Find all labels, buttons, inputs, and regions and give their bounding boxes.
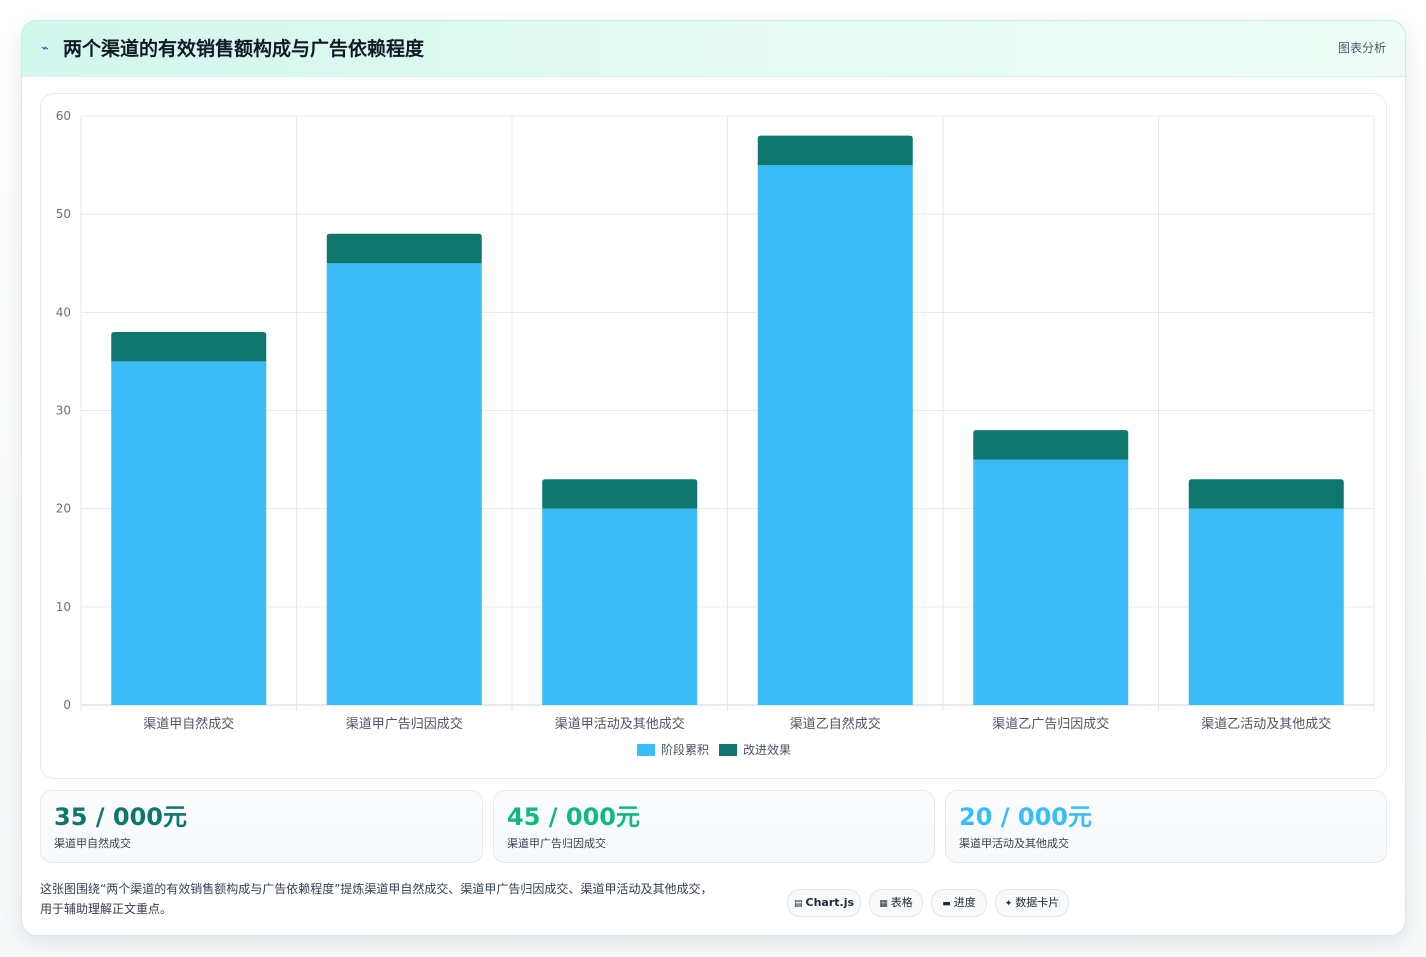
x-tick-label: 渠道乙活动及其他成交 bbox=[1201, 716, 1331, 732]
legend-label: 阶段累积 bbox=[661, 742, 709, 757]
chip-table[interactable]: ▦ 表格 bbox=[869, 889, 923, 917]
bar-segment-improvement bbox=[111, 331, 267, 362]
stat-label-2: 渠道甲广告归因成交 bbox=[507, 837, 606, 850]
y-tick-label: 0 bbox=[63, 698, 71, 712]
sparkle-icon: ✦ bbox=[1004, 899, 1013, 909]
bar-segment-stage-cumulative bbox=[542, 508, 698, 705]
description-line-2: 用于辅助理解正文重点。 bbox=[40, 902, 173, 916]
stat-card-2: 45 / 000元 渠道甲广告归因成交 bbox=[493, 790, 935, 863]
chip-label-table: 表格 bbox=[890, 896, 913, 909]
bar-segment-stage-cumulative bbox=[326, 263, 482, 705]
bar-segment-stage-cumulative bbox=[973, 459, 1129, 705]
header-tag: 图表分析 bbox=[1337, 41, 1386, 55]
x-tick-label: 渠道乙广告归因成交 bbox=[992, 716, 1109, 732]
stat-label-3: 渠道甲活动及其他成交 bbox=[959, 837, 1069, 850]
legend-swatch bbox=[637, 744, 655, 756]
legend-swatch bbox=[719, 744, 737, 756]
stat-card-1: 35 / 000元 渠道甲自然成交 bbox=[40, 790, 483, 863]
bar-segment-stage-cumulative bbox=[1188, 508, 1344, 705]
bar-segment-improvement bbox=[542, 479, 698, 509]
description-line-1: 这张图围绕“两个渠道的有效销售额构成与广告依赖程度”提炼渠道甲自然成交、渠道甲广… bbox=[40, 882, 713, 896]
chart-card: ⌁ 两个渠道的有效销售额构成与广告依赖程度 图表分析 0 10 20 30 40 50 60… bbox=[21, 20, 1406, 936]
x-tick-label: 渠道甲活动及其他成交 bbox=[555, 716, 685, 732]
table-icon: ▦ bbox=[879, 899, 888, 909]
card-header: ⌁ 两个渠道的有效销售额构成与广告依赖程度 图表分析 bbox=[22, 21, 1405, 77]
chip-label-chartjs: Chart.js bbox=[805, 896, 855, 909]
y-tick-label: 60 bbox=[56, 109, 71, 123]
legend-label: 改进效果 bbox=[743, 742, 791, 757]
bar-segment-improvement bbox=[757, 135, 913, 166]
stacked-bar-chart: 0 10 20 30 40 50 60 渠道甲自然成交 渠道甲广告归因成交 渠道甲活动及其他成交 渠… bbox=[56, 109, 1375, 757]
progress-icon: ▬ bbox=[942, 899, 951, 909]
page-title: 两个渠道的有效销售额构成与广告依赖程度 bbox=[63, 38, 425, 60]
x-tick-label: 渠道甲自然成交 bbox=[143, 716, 234, 732]
y-tick-label: 20 bbox=[56, 502, 71, 516]
chip-chartjs[interactable]: ▤ Chart.js bbox=[787, 889, 861, 917]
bar-segment-stage-cumulative bbox=[757, 165, 913, 705]
chart-icon: ▤ bbox=[793, 899, 803, 909]
chip-data-card[interactable]: ✦ 数据卡片 bbox=[995, 889, 1069, 917]
bar-segment-stage-cumulative bbox=[111, 361, 267, 705]
y-tick-label: 10 bbox=[56, 600, 71, 614]
chart-panel: 0 10 20 30 40 50 60 渠道甲自然成交 渠道甲广告归因成交 渠道甲活动及其他成交 渠… bbox=[40, 93, 1387, 779]
y-tick-label: 50 bbox=[56, 207, 71, 221]
chip-progress[interactable]: ▬ 进度 bbox=[931, 889, 987, 917]
stat-value-1: 35 / 000元 bbox=[54, 803, 187, 831]
bar-segment-improvement bbox=[326, 233, 482, 264]
chart-description: 这张图围绕“两个渠道的有效销售额构成与广告依赖程度”提炼渠道甲自然成交、渠道甲广… bbox=[40, 879, 780, 919]
bar-segment-improvement bbox=[1188, 479, 1344, 509]
stat-card-3: 20 / 000元 渠道甲活动及其他成交 bbox=[945, 790, 1387, 863]
chart-line-icon: ⌁ bbox=[41, 41, 49, 56]
x-tick-label: 渠道甲广告归因成交 bbox=[346, 716, 463, 732]
y-tick-label: 40 bbox=[56, 305, 71, 319]
stat-value-3: 20 / 000元 bbox=[959, 803, 1092, 831]
y-tick-label: 30 bbox=[56, 404, 71, 418]
stat-label-1: 渠道甲自然成交 bbox=[54, 837, 131, 850]
chip-label-data-card: 数据卡片 bbox=[1015, 896, 1060, 909]
stat-value-2: 45 / 000元 bbox=[507, 803, 640, 831]
chip-label-progress: 进度 bbox=[953, 896, 976, 909]
bar-segment-improvement bbox=[973, 430, 1129, 460]
x-tick-label: 渠道乙自然成交 bbox=[790, 716, 881, 732]
